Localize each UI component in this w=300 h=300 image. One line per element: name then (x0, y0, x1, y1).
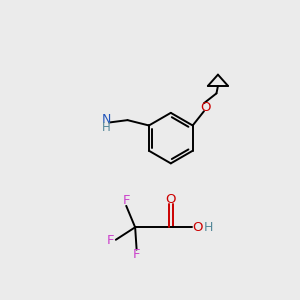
Text: O: O (200, 100, 210, 114)
Text: F: F (107, 234, 114, 247)
Text: H: H (204, 221, 213, 234)
Text: O: O (166, 193, 176, 206)
Text: F: F (122, 194, 130, 207)
Text: N: N (102, 113, 111, 126)
Text: O: O (192, 221, 203, 234)
Text: H: H (102, 122, 111, 134)
Text: F: F (133, 248, 140, 261)
